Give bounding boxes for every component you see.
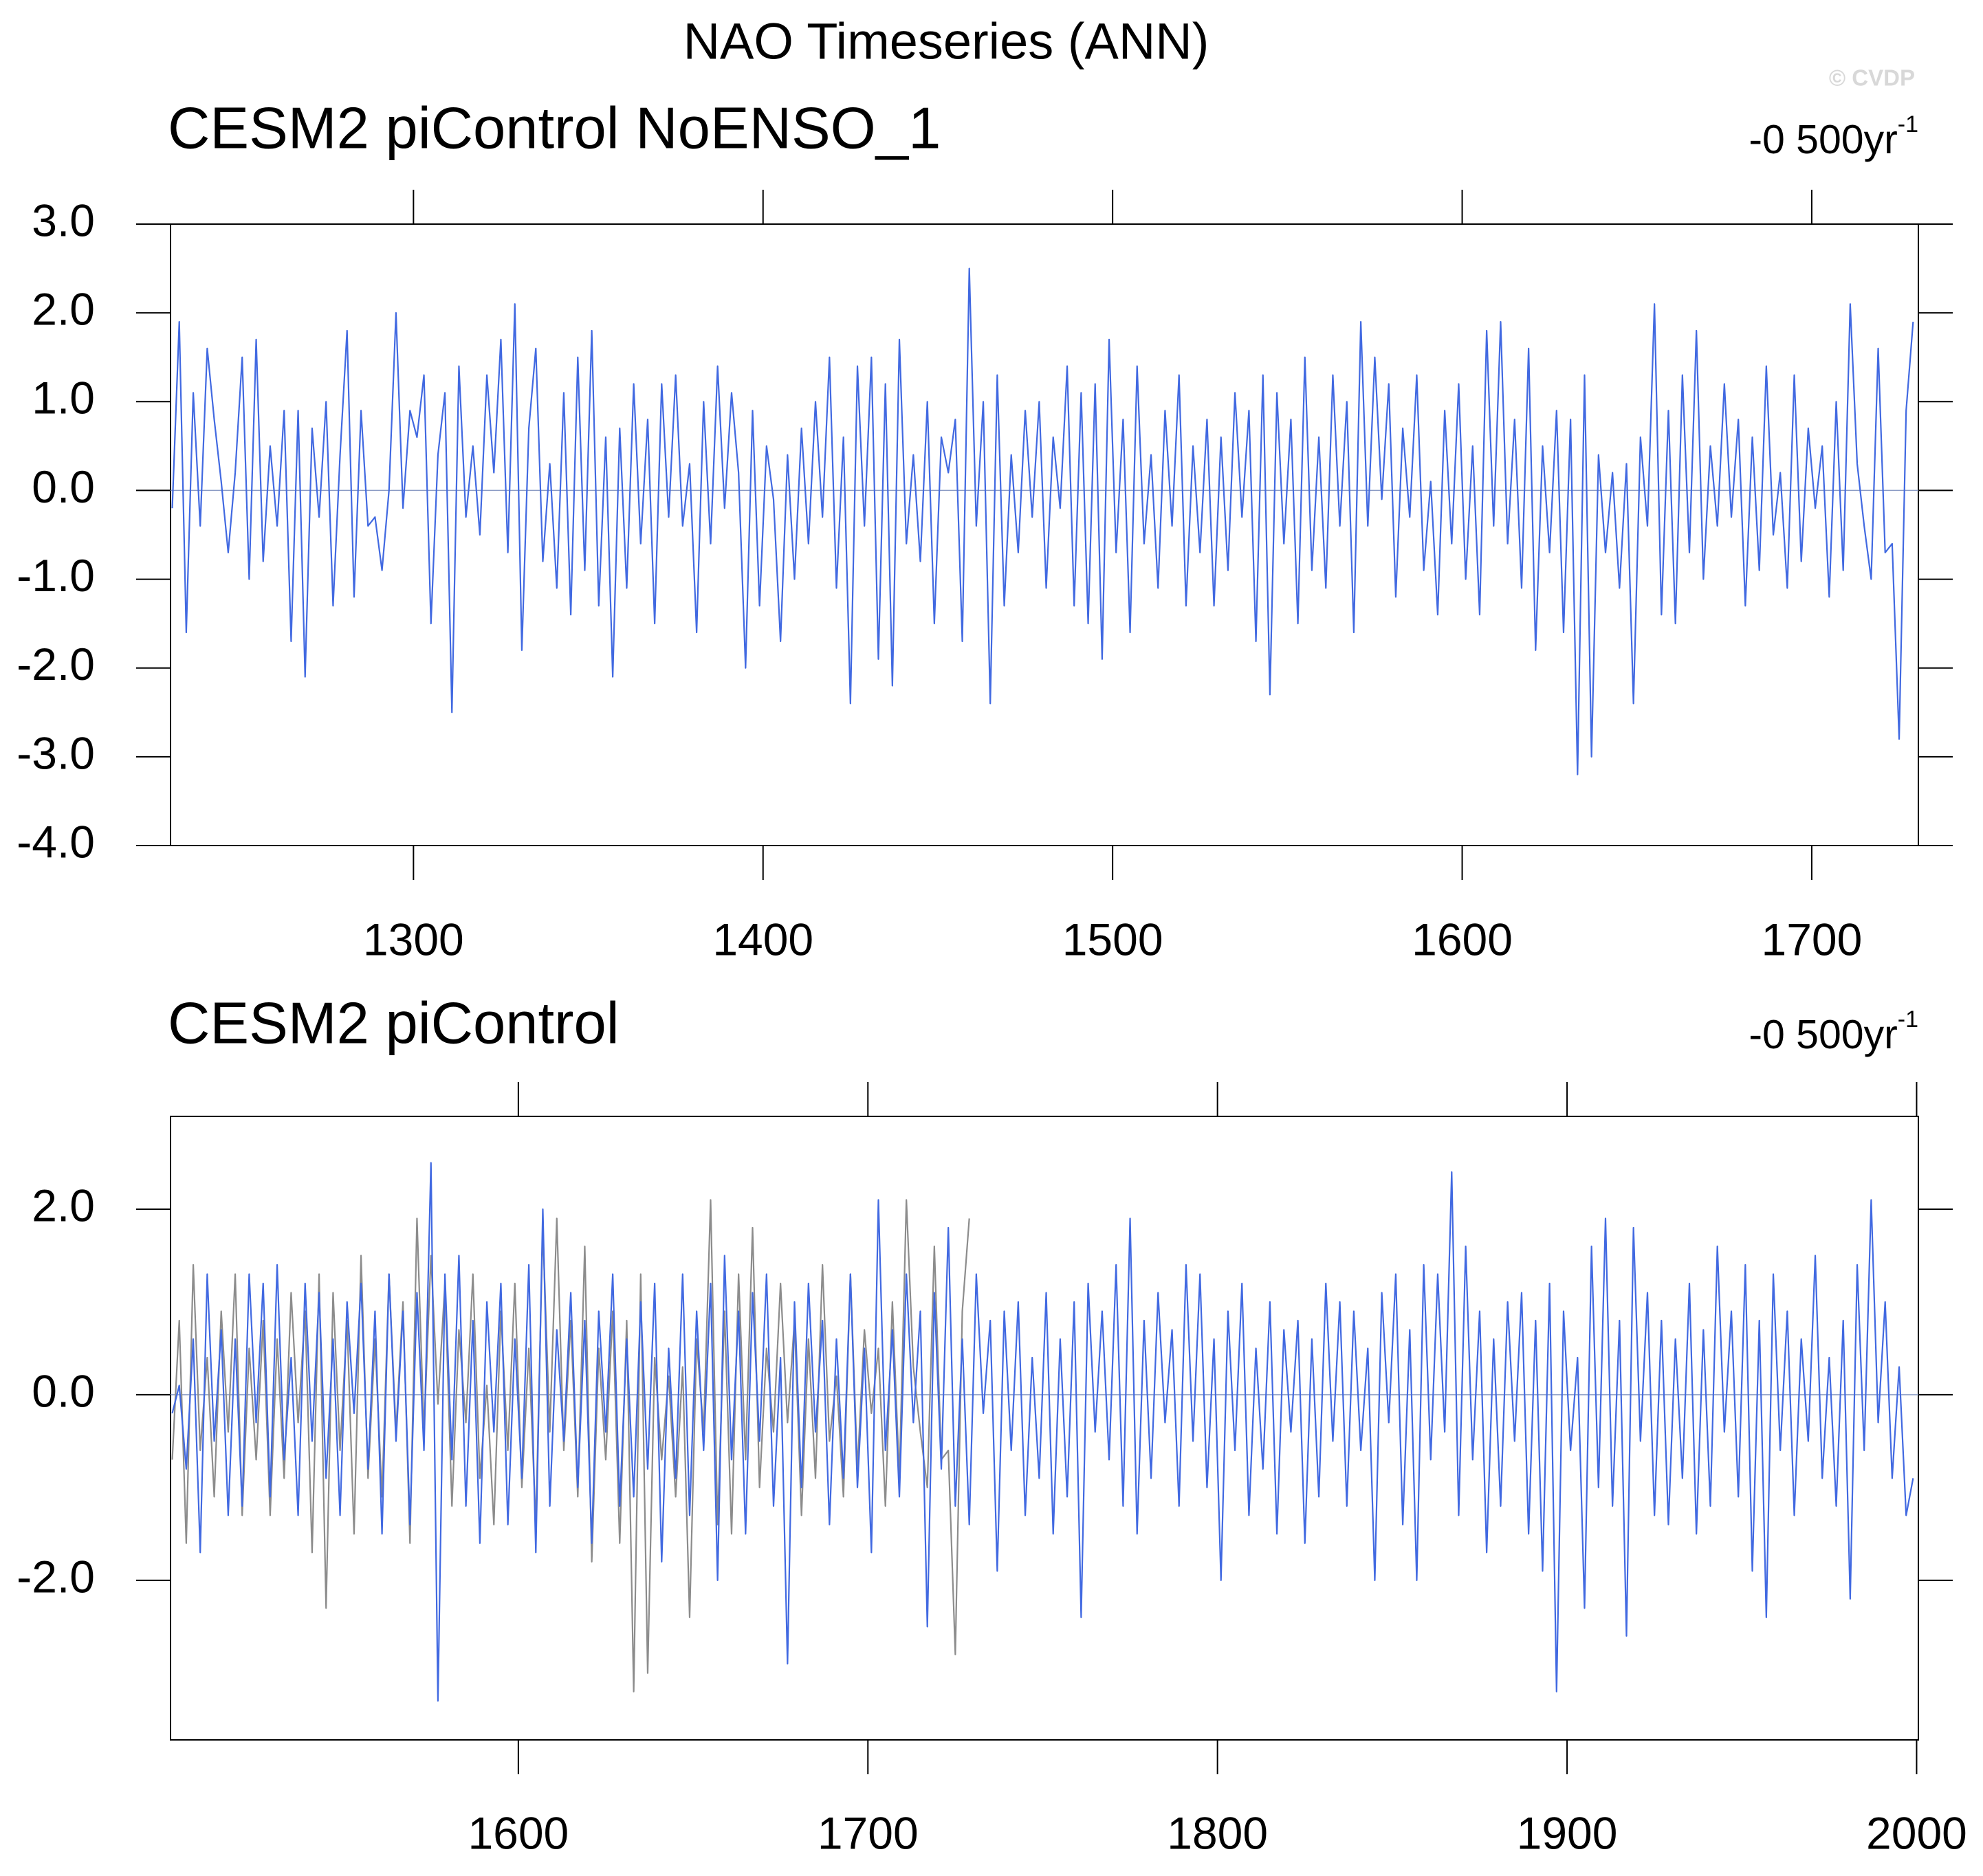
x-tick-label: 1600 [1412, 914, 1513, 964]
x-tick-label: 1700 [818, 1807, 919, 1858]
y-tick-label: 0.0 [32, 461, 95, 512]
series-line [171, 267, 1914, 775]
plot-frame [170, 1116, 1919, 1741]
x-tick-label: 2000 [1866, 1807, 1967, 1858]
x-tick-label: 1500 [1062, 914, 1163, 964]
y-tick-label: 1.0 [32, 373, 95, 423]
y-tick-label: -2.0 [17, 639, 95, 689]
x-tick-label: 1400 [712, 914, 813, 964]
y-tick-label: 0.0 [32, 1365, 95, 1416]
y-tick-label: -4.0 [17, 816, 95, 867]
x-tick-label: 1600 [468, 1807, 569, 1858]
y-tick-label: -2.0 [17, 1551, 95, 1602]
x-tick-label: 1800 [1167, 1807, 1268, 1858]
panel-subtitle: CESM2 piControl NoENSO_1 [168, 96, 941, 161]
x-tick-label: 1900 [1517, 1807, 1618, 1858]
panel-subtitle: CESM2 piControl [168, 991, 620, 1056]
chart-title: NAO Timeseries (ANN) [683, 13, 1209, 70]
y-tick-label: -3.0 [17, 727, 95, 778]
trend-label: -0 500yr-1 [1749, 1006, 1918, 1057]
series-line [171, 1162, 1914, 1702]
series-line [171, 1199, 970, 1692]
trend-value: -0 500yr [1749, 1012, 1897, 1057]
plot-frame [170, 223, 1919, 846]
trend-value: -0 500yr [1749, 117, 1897, 162]
y-tick-label: -1.0 [17, 550, 95, 601]
y-tick-label: 2.0 [32, 284, 95, 335]
y-tick-label: 2.0 [32, 1180, 95, 1231]
trend-unit-exponent: -1 [1898, 1006, 1918, 1033]
y-tick-label: 3.0 [32, 195, 95, 245]
x-tick-label: 1700 [1762, 914, 1863, 964]
trend-unit-exponent: -1 [1898, 111, 1918, 137]
x-tick-label: 1300 [363, 914, 464, 964]
watermark: © CVDP [1829, 65, 1915, 91]
trend-label: -0 500yr-1 [1749, 111, 1918, 162]
